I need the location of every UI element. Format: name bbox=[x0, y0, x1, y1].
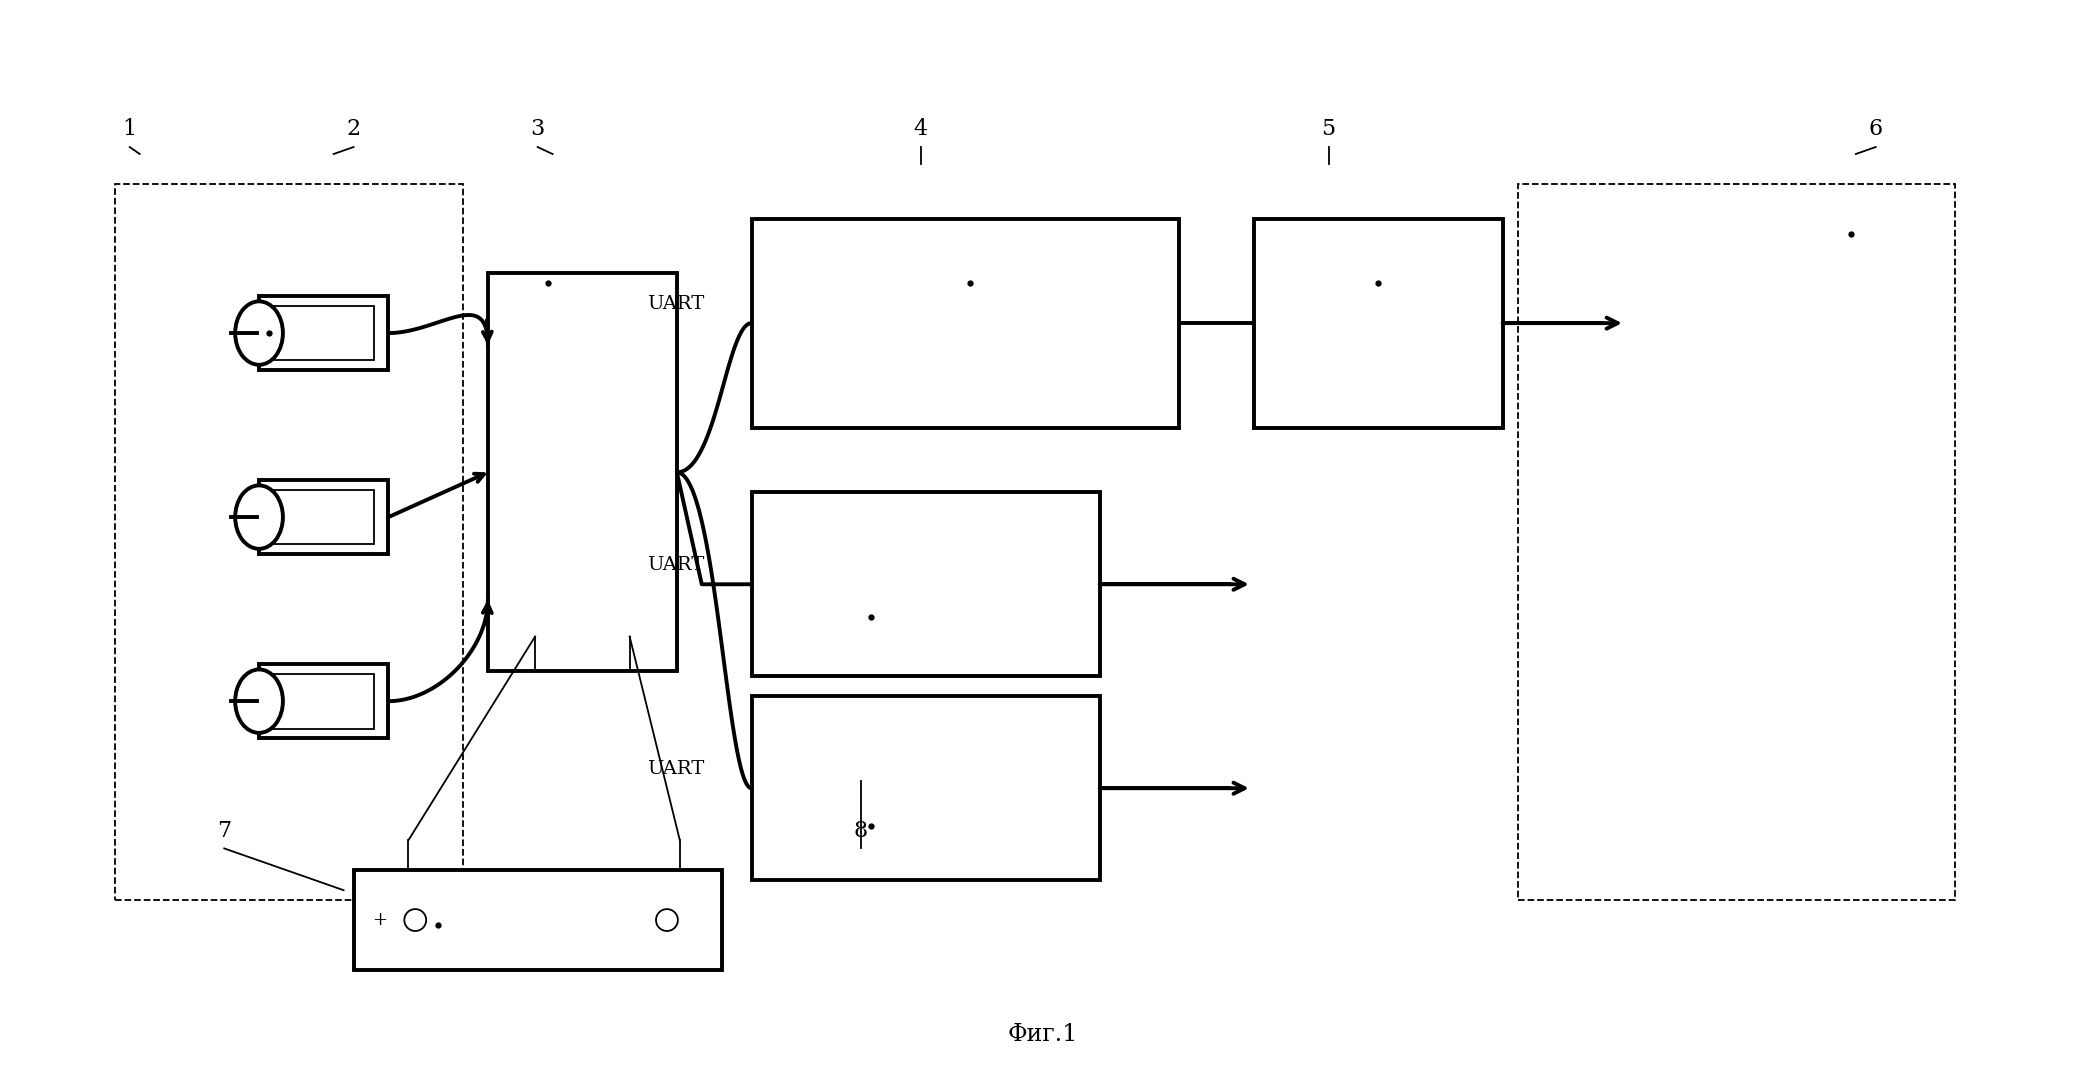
Bar bbox=[259, 479, 388, 554]
Text: 7: 7 bbox=[217, 819, 232, 842]
Bar bbox=[259, 295, 388, 370]
Bar bbox=[353, 870, 722, 969]
Bar bbox=[273, 306, 375, 360]
Text: 3: 3 bbox=[530, 118, 544, 141]
Text: 8: 8 bbox=[853, 819, 868, 842]
Text: UART: UART bbox=[647, 761, 705, 778]
Text: Фиг.1: Фиг.1 bbox=[1008, 1022, 1078, 1046]
Text: 5: 5 bbox=[1320, 118, 1335, 141]
Bar bbox=[115, 184, 463, 900]
Bar bbox=[1254, 219, 1502, 427]
Text: 6: 6 bbox=[1869, 118, 1884, 141]
Bar bbox=[751, 696, 1099, 881]
Ellipse shape bbox=[236, 486, 284, 549]
Text: UART: UART bbox=[647, 556, 705, 575]
Text: 4: 4 bbox=[914, 118, 928, 141]
Bar bbox=[273, 490, 375, 544]
Bar bbox=[488, 274, 676, 671]
Bar bbox=[751, 219, 1179, 427]
Bar bbox=[259, 664, 388, 739]
Text: 1: 1 bbox=[123, 118, 138, 141]
Text: UART: UART bbox=[647, 295, 705, 313]
Circle shape bbox=[405, 909, 426, 931]
Text: 2: 2 bbox=[346, 118, 361, 141]
Bar bbox=[751, 492, 1099, 676]
Text: +: + bbox=[371, 911, 386, 929]
Ellipse shape bbox=[236, 670, 284, 733]
Ellipse shape bbox=[236, 302, 284, 365]
Circle shape bbox=[655, 909, 678, 931]
Bar bbox=[273, 674, 375, 728]
Bar bbox=[1517, 184, 1955, 900]
